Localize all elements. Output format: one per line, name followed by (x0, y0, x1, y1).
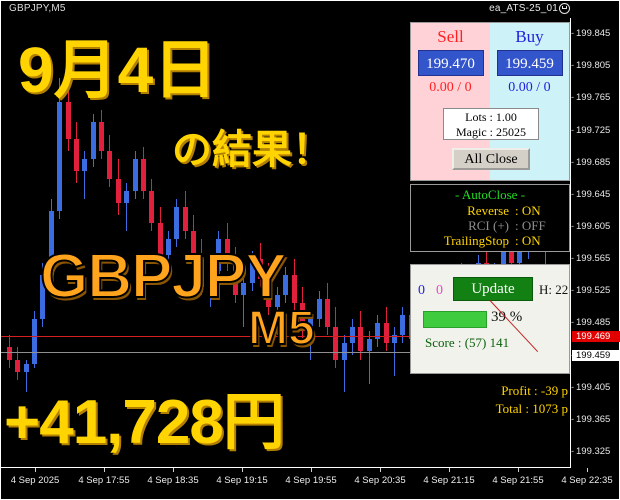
price-tick: -199.645 (571, 188, 611, 200)
price-tick: -199.525 (571, 285, 611, 297)
time-tick-mark (242, 468, 243, 472)
price-tick: -199.485 (571, 317, 611, 329)
magic-value: Magic : 25025 (456, 125, 526, 139)
score-label: Score : (57) 141 (425, 335, 510, 350)
time-tick-label: 4 Sep 18:35 (147, 475, 199, 486)
autoclose-title: - AutoClose - (454, 187, 526, 202)
profit-label: Profit : -39 p (501, 383, 568, 398)
price-tick: -199.365 (571, 413, 611, 425)
autoclose-key: Reverse (467, 203, 509, 218)
time-tick-label: 4 Sep 20:35 (354, 475, 406, 486)
counter-magenta: 0 (436, 283, 443, 298)
overlay-profit-text: +41,728円 (4, 388, 285, 457)
time-tick-label: 4 Sep 2025 (10, 475, 60, 486)
time-tick-mark (380, 468, 381, 472)
ask-price-highlight: 199.469 (572, 331, 620, 343)
overlay-result-text: の結果！ (172, 128, 332, 172)
ask-price-line (1, 336, 570, 338)
autoclose-row[interactable]: Reverse : ON (411, 203, 569, 218)
sell-pl-value: 0.00 / 0 (429, 80, 472, 95)
buy-pl-value: 0.00 / 0 (508, 80, 551, 95)
buy-price-button[interactable]: 199.459 (496, 50, 563, 76)
price-tick: -199.765 (571, 92, 611, 104)
time-tick-mark (449, 468, 450, 472)
time-tick-label: 4 Sep 22:35 (561, 475, 613, 486)
autoclose-key: RCI (+) (468, 218, 509, 233)
time-tick-label: 4 Sep 21:55 (492, 475, 544, 486)
time-tick-mark (518, 468, 519, 472)
buy-title: Buy (515, 27, 544, 46)
time-tick-mark (311, 468, 312, 472)
price-tick: -199.845 (571, 28, 611, 40)
time-tick-mark (173, 468, 174, 472)
time-tick-label: 4 Sep 17:55 (78, 475, 130, 486)
chart-symbol-label: GBPJPY,M5 (9, 3, 66, 14)
autoclose-row[interactable]: RCI (+) : OFF (411, 218, 569, 233)
total-label: Total : 1073 p (495, 401, 568, 416)
autoclose-value: : ON (515, 203, 541, 218)
lots-value: Lots : 1.00 (465, 110, 517, 124)
price-tick: -199.685 (571, 156, 611, 168)
autoclose-key: TrailingStop (443, 233, 509, 248)
ea-name-label: ea_ATS-25_01 (489, 3, 558, 14)
overlay-date-text: 9月4日 (18, 34, 218, 106)
update-button[interactable]: Update (453, 277, 533, 301)
sell-price-button[interactable]: 199.470 (417, 50, 484, 76)
price-tick: -199.805 (571, 60, 611, 72)
time-tick-label: 4 Sep 21:15 (423, 475, 475, 486)
autoclose-row[interactable]: TrailingStop : ON (411, 233, 569, 248)
time-tick-mark (104, 468, 105, 472)
smiley-face-icon (559, 3, 570, 14)
bid-price-highlight: 199.459 (572, 350, 620, 362)
all-close-button[interactable]: All Close (452, 148, 530, 170)
price-tick: -199.565 (571, 253, 611, 265)
progress-bar (423, 311, 487, 328)
price-scale-axis[interactable]: -199.845 -199.805 -199.765 -199.725 -199.685… (570, 18, 620, 468)
price-tick: -199.325 (571, 445, 611, 457)
price-tick: -199.605 (571, 220, 611, 232)
counter-blue: 0 (418, 283, 425, 298)
time-tick-mark (587, 468, 588, 472)
price-tick: -199.725 (571, 124, 611, 136)
sell-title: Sell (437, 27, 464, 46)
autoclose-panel: - AutoClose - Reverse: ON RCI (+): OFF Tra… (410, 184, 570, 252)
autoclose-value: : OFF (515, 218, 546, 233)
overlay-timeframe-text: M5 (247, 302, 316, 355)
time-tick-label: 4 Sep 19:55 (285, 475, 337, 486)
overlay-pair-text: GBPJPY (39, 242, 288, 311)
time-scale-axis[interactable]: 4 Sep 2025 4 Sep 17:55 4 Sep 18:35 4 Sep 19… (1, 467, 613, 500)
update-panel: 0 0 Update H: 22 39 % Score : (57) 141 (410, 264, 570, 374)
price-tick: -199.405 (571, 381, 611, 393)
h-value-label: H: 22 (539, 282, 569, 297)
time-tick-label: 4 Sep 19:15 (216, 475, 268, 486)
autoclose-value: : ON (515, 233, 541, 248)
lots-magic-box: Lots : 1.00 Magic : 25025 (443, 108, 539, 140)
bid-price-line (1, 352, 570, 354)
time-tick-mark (35, 468, 36, 472)
